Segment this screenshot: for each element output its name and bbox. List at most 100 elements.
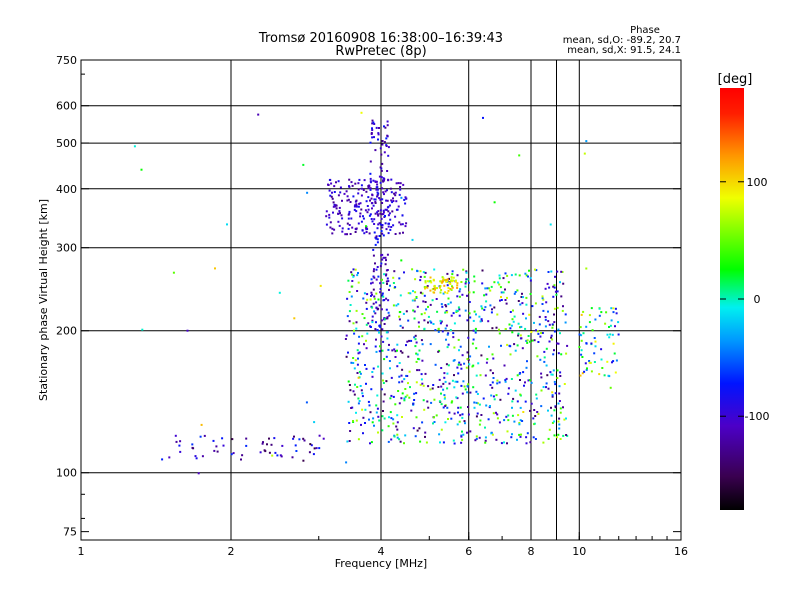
echo-point bbox=[448, 281, 451, 284]
echo-point bbox=[590, 307, 593, 310]
echo-point bbox=[389, 218, 392, 221]
echo-point bbox=[392, 418, 395, 421]
echo-point bbox=[365, 382, 367, 385]
echo-point bbox=[389, 187, 392, 190]
echo-point bbox=[464, 422, 466, 425]
echo-point bbox=[422, 300, 425, 303]
echo-point bbox=[446, 272, 449, 275]
echo-point bbox=[492, 357, 495, 360]
echo-point bbox=[551, 394, 554, 397]
echo-point bbox=[379, 223, 382, 226]
echo-point bbox=[391, 210, 394, 213]
echo-point bbox=[381, 258, 384, 261]
echo-point bbox=[389, 367, 391, 370]
echo-point bbox=[517, 322, 520, 325]
echo-point bbox=[545, 386, 547, 389]
echo-point bbox=[480, 319, 483, 322]
echo-point bbox=[348, 310, 351, 313]
echo-point bbox=[387, 178, 390, 181]
echo-point bbox=[582, 332, 585, 335]
echo-point bbox=[355, 327, 358, 330]
echo-point bbox=[452, 312, 455, 315]
echo-point bbox=[396, 433, 399, 436]
echo-point bbox=[276, 454, 279, 457]
echo-point bbox=[348, 185, 350, 188]
echo-point bbox=[541, 332, 544, 334]
echo-point bbox=[308, 451, 311, 454]
echo-point bbox=[362, 432, 364, 435]
echo-point bbox=[540, 389, 543, 392]
echo-point bbox=[348, 320, 351, 323]
echo-point bbox=[351, 285, 354, 288]
echo-point bbox=[398, 362, 401, 364]
echo-point bbox=[496, 379, 499, 382]
echo-point bbox=[533, 422, 536, 425]
echo-point bbox=[346, 199, 349, 202]
echo-point bbox=[493, 306, 496, 309]
echo-point bbox=[360, 111, 363, 114]
echo-point bbox=[504, 299, 507, 301]
echo-point bbox=[398, 221, 401, 224]
echo-point bbox=[553, 380, 556, 383]
echo-point bbox=[545, 364, 548, 367]
echo-point bbox=[539, 358, 542, 361]
echo-point bbox=[535, 393, 538, 396]
echo-point bbox=[484, 441, 487, 444]
echo-point bbox=[378, 127, 380, 129]
echo-point bbox=[580, 353, 583, 356]
echo-point bbox=[397, 390, 400, 392]
echo-point bbox=[357, 397, 360, 400]
echo-point bbox=[534, 268, 536, 271]
echo-point bbox=[414, 334, 417, 337]
echo-point bbox=[387, 299, 390, 302]
echo-point bbox=[543, 360, 546, 363]
echo-point bbox=[499, 398, 502, 401]
echo-point bbox=[536, 355, 539, 358]
echo-point bbox=[370, 278, 373, 281]
echo-point bbox=[332, 201, 335, 204]
echo-point bbox=[396, 421, 399, 424]
echo-point bbox=[346, 440, 349, 443]
echo-point bbox=[418, 369, 421, 372]
echo-point bbox=[399, 186, 402, 188]
echo-point bbox=[594, 318, 597, 321]
echo-point bbox=[397, 205, 400, 208]
echo-point bbox=[401, 416, 403, 418]
echo-point bbox=[407, 382, 409, 385]
echo-point bbox=[380, 230, 383, 233]
echo-point bbox=[368, 418, 370, 421]
echo-point bbox=[377, 298, 380, 301]
echo-point bbox=[407, 319, 410, 322]
echo-point bbox=[268, 437, 270, 440]
echo-point bbox=[379, 282, 382, 285]
echo-point bbox=[419, 440, 422, 443]
echo-point bbox=[436, 310, 439, 313]
echo-point bbox=[558, 423, 561, 426]
echo-point bbox=[140, 168, 143, 171]
echo-point bbox=[381, 253, 384, 256]
echo-point bbox=[351, 226, 354, 229]
echo-point bbox=[348, 178, 351, 181]
echo-point bbox=[506, 274, 509, 277]
echo-point bbox=[465, 366, 468, 369]
echo-point bbox=[472, 338, 475, 341]
echo-point bbox=[376, 241, 379, 244]
echo-point bbox=[552, 285, 555, 288]
echo-point bbox=[374, 198, 377, 201]
echo-point bbox=[600, 358, 603, 361]
echo-point bbox=[408, 396, 411, 399]
echo-point bbox=[475, 347, 478, 350]
echo-point bbox=[588, 360, 591, 362]
echo-point bbox=[415, 381, 418, 384]
echo-point bbox=[556, 342, 559, 345]
echo-point bbox=[386, 170, 389, 172]
echo-point bbox=[517, 300, 520, 302]
echo-point bbox=[453, 346, 456, 349]
echo-point bbox=[372, 275, 375, 278]
echo-point bbox=[558, 400, 561, 402]
echo-point bbox=[357, 272, 359, 274]
echo-point bbox=[385, 145, 388, 147]
echo-point bbox=[390, 178, 393, 181]
echo-point bbox=[390, 438, 393, 441]
echo-point bbox=[416, 369, 419, 372]
